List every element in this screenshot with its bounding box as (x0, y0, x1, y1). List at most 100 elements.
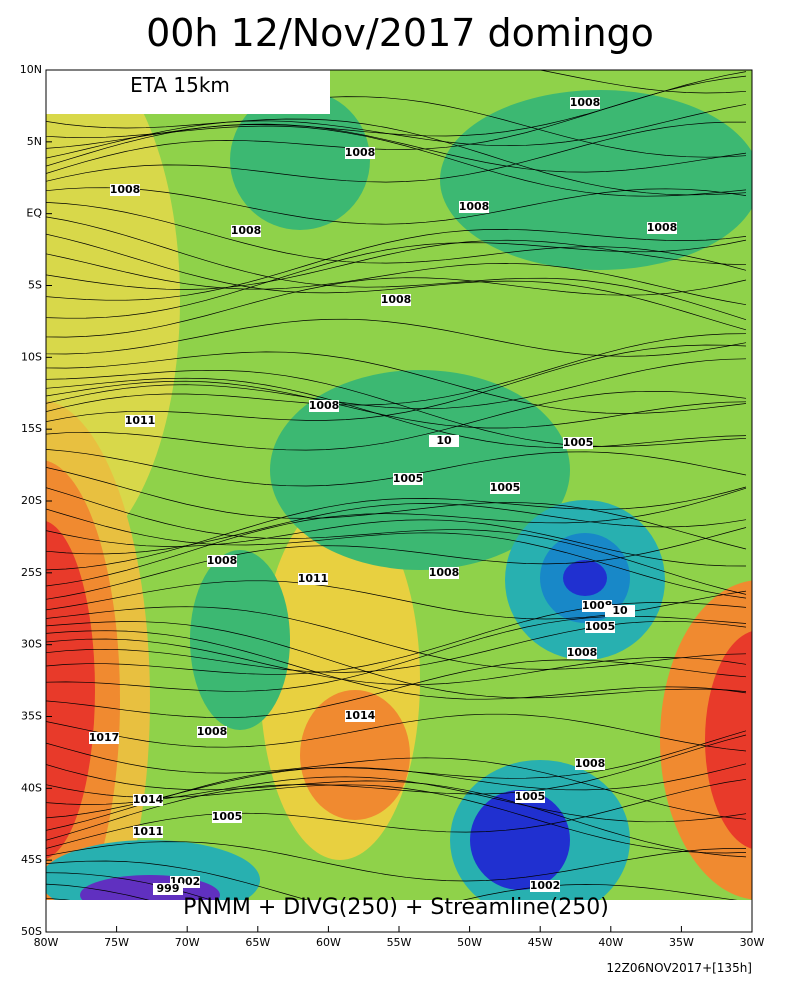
isobar-label-bg (298, 573, 328, 585)
streamline (46, 883, 263, 932)
isobar-label: 1014 (133, 793, 164, 806)
streamline (46, 756, 747, 858)
streamline (46, 121, 746, 191)
streamline (46, 841, 746, 882)
streamline (46, 216, 747, 321)
isobar-label-bg (459, 201, 489, 213)
isobar-label: 1008 (575, 757, 606, 770)
isobar-label-bg (345, 147, 375, 159)
isobar-label-bg (563, 437, 593, 449)
isobar-label-bg (429, 567, 459, 579)
streamline (46, 467, 747, 550)
streamline (46, 486, 747, 571)
streamline (46, 333, 747, 423)
streamline (46, 778, 747, 849)
streamline (46, 239, 747, 290)
isobar-label: 1005 (515, 790, 546, 803)
streamline (46, 638, 747, 685)
title: 00h 12/Nov/2017 domingo (146, 11, 654, 55)
streamline (46, 377, 747, 448)
lat-label: 45S (21, 853, 42, 866)
streamline (46, 350, 747, 414)
isobar-label-bg (429, 435, 459, 447)
isobar-label: 1014 (345, 709, 376, 722)
lon-label: 80W (34, 936, 59, 949)
lon-label: 35W (669, 936, 694, 949)
streamline (46, 123, 747, 173)
streamline (46, 620, 747, 673)
streamline (46, 487, 747, 595)
isobar-label: 1005 (393, 472, 424, 485)
isobar-label-bg (582, 600, 612, 612)
isobar-label-bg (231, 225, 261, 237)
isobar-label: 10 (612, 604, 628, 617)
streamline (46, 602, 747, 684)
isobar-label: 1008 (567, 646, 598, 659)
isobar-label-bg (212, 811, 242, 823)
lat-label: 20S (21, 494, 42, 507)
isobar-label-bg (530, 880, 560, 892)
isobar-label: 1011 (298, 572, 329, 585)
lat-label: 5N (27, 135, 42, 148)
lon-label: 55W (387, 936, 412, 949)
isobar-label-bg (133, 826, 163, 838)
isobar-label-bg (133, 794, 163, 806)
isobar-label: 1008 (582, 599, 613, 612)
lat-label: EQ (26, 207, 42, 220)
isobar-label-bg (153, 883, 183, 895)
streamline (46, 187, 747, 225)
lon-label: 70W (175, 936, 200, 949)
isobar-label: 1005 (490, 481, 521, 494)
isobar-label: 1008 (197, 725, 228, 738)
streamline (46, 318, 747, 357)
isobar-label: 1008 (459, 200, 490, 213)
isobar-label-bg (490, 482, 520, 494)
streamline (46, 621, 747, 699)
streamline (46, 75, 747, 177)
streamline (46, 527, 747, 600)
isobar-label-bg (393, 473, 423, 485)
isobar-label-bg (125, 415, 155, 427)
streamline (46, 365, 747, 447)
streamline (46, 872, 318, 932)
isobar-label: 1008 (429, 566, 460, 579)
lon-label: 60W (316, 936, 341, 949)
lat-label: 30S (21, 638, 42, 651)
isobar-label: 1008 (309, 399, 340, 412)
streamline (46, 487, 747, 587)
lat-label: 25S (21, 566, 42, 579)
isobar-label-bg (207, 555, 237, 567)
isobar-label: 1005 (563, 436, 594, 449)
field (46, 70, 752, 932)
lat-label: 5S (28, 279, 42, 292)
streamline (46, 239, 747, 319)
streamline (46, 606, 747, 670)
model-label: ETA 15km (130, 73, 230, 97)
isobar-label: 1008 (381, 293, 412, 306)
streamline (46, 229, 747, 301)
streamline (46, 508, 747, 599)
lat-label: 35S (21, 710, 42, 723)
isobar-label-bg (309, 400, 339, 412)
isobar-label: 1011 (133, 825, 164, 838)
model-box (46, 70, 330, 114)
isobar-label: 1008 (647, 221, 678, 234)
isobar-label-bg (605, 605, 635, 617)
lon-label: 75W (104, 936, 129, 949)
isobar-label-bg (585, 621, 615, 633)
isobar-label: 1008 (231, 224, 262, 237)
caption: PNMM + DIVG(250) + Streamline(250) (183, 895, 609, 920)
streamline (46, 118, 747, 197)
isobar-label: 1008 (345, 146, 376, 159)
lon-label: 45W (528, 936, 553, 949)
lon-label: 30W (740, 936, 765, 949)
lat-label: 10S (21, 350, 42, 363)
isobar-label-bg (197, 726, 227, 738)
isobar-label: 10 (436, 434, 452, 447)
streamline (46, 734, 747, 841)
streamline (46, 358, 747, 410)
lat-label: 15S (21, 422, 42, 435)
lat-label: 40S (21, 781, 42, 794)
footer: 12Z06NOV2017+[135h] (606, 961, 752, 975)
isobar-label: 1005 (212, 810, 243, 823)
